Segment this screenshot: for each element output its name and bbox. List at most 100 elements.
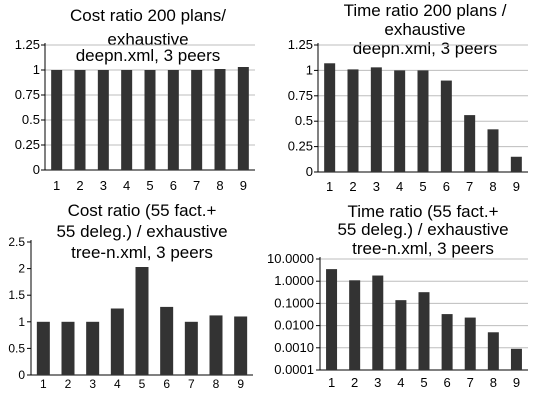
bar <box>144 70 156 170</box>
x-tick-label: 3 <box>373 179 380 194</box>
bar <box>487 129 499 172</box>
bar <box>326 269 338 370</box>
x-tick-label: 7 <box>466 179 473 194</box>
bar <box>395 300 407 370</box>
y-tick-label: 0.75 <box>288 88 313 103</box>
bar <box>464 317 476 370</box>
bar <box>418 292 430 370</box>
y-tick-label: 1 <box>306 62 313 77</box>
bar <box>510 348 522 370</box>
bar <box>214 69 226 170</box>
bar <box>440 80 452 172</box>
x-tick-label: 8 <box>490 375 497 390</box>
bar <box>394 70 406 172</box>
y-tick-label: 0.25 <box>15 137 40 152</box>
chart-3: Cost ratio (55 fact.+ 55 deleg.) / exhaus… <box>8 201 253 391</box>
x-tick-label: 7 <box>467 375 474 390</box>
x-tick-label: 7 <box>193 178 200 193</box>
x-tick-label: 1 <box>53 178 60 193</box>
x-tick-label: 1 <box>40 377 47 391</box>
x-tick-label: 8 <box>213 377 220 391</box>
x-tick-label: 3 <box>89 377 96 391</box>
bar <box>510 156 522 172</box>
chart-title-line: 55 deleg.) / exhaustive <box>56 222 227 241</box>
bar <box>209 315 223 375</box>
x-tick-label: 4 <box>396 179 403 194</box>
chart-4: Time ratio (55 fact.+55 deleg.) / exhaus… <box>267 202 528 390</box>
x-tick-label: 2 <box>76 178 83 193</box>
x-tick-label: 6 <box>170 178 177 193</box>
x-tick-label: 2 <box>351 375 358 390</box>
y-tick-label: 1 <box>33 62 40 77</box>
chart-title-line: tree-n.xml, 3 peers <box>352 239 494 258</box>
bar <box>36 321 50 375</box>
chart-title-line: exhaustive <box>384 20 465 39</box>
x-tick-label: 2 <box>65 377 72 391</box>
x-tick-label: 8 <box>489 179 496 194</box>
x-tick-label: 1 <box>326 179 333 194</box>
bar <box>167 70 179 170</box>
y-tick-label: 10.0000 <box>267 251 314 266</box>
chart-title-line: deepn.xml, 3 peers <box>76 46 221 65</box>
chart-title-line: tree-n.xml, 3 peers <box>71 243 213 262</box>
bar <box>237 67 249 170</box>
chart-title-line: Time ratio (55 fact.+ <box>347 202 498 221</box>
y-tick-label: 1.25 <box>15 37 40 52</box>
x-tick-label: 9 <box>513 375 520 390</box>
bar <box>372 275 384 370</box>
y-tick-label: 2.5 <box>8 235 25 249</box>
bar <box>121 70 133 170</box>
x-tick-label: 5 <box>146 178 153 193</box>
bar <box>417 70 429 172</box>
bar <box>110 308 124 375</box>
chart-title-line: Cost ratio 200 plans/ <box>70 6 226 25</box>
y-tick-label: 0.5 <box>295 113 313 128</box>
y-tick-label: 1.25 <box>288 37 313 52</box>
chart-title-line: Cost ratio (55 fact.+ <box>68 201 217 220</box>
x-tick-label: 4 <box>397 375 404 390</box>
y-tick-label: 0.0010 <box>274 340 314 355</box>
bar <box>464 115 476 172</box>
bar <box>234 316 248 375</box>
bar <box>51 70 63 170</box>
y-tick-label: 0 <box>33 162 40 177</box>
bar <box>324 63 336 173</box>
bar <box>184 321 198 375</box>
y-tick-label: 0.5 <box>22 112 40 127</box>
x-tick-label: 5 <box>139 377 146 391</box>
bar <box>97 70 109 170</box>
x-tick-label: 7 <box>188 377 195 391</box>
bar <box>74 70 86 170</box>
bar <box>487 332 499 370</box>
x-tick-label: 9 <box>240 178 247 193</box>
x-tick-label: 3 <box>374 375 381 390</box>
chart-title-line: exhaustive <box>107 30 188 49</box>
x-tick-label: 4 <box>114 377 121 391</box>
bar <box>61 321 75 375</box>
y-tick-label: 2 <box>18 262 25 276</box>
y-tick-label: 0 <box>306 164 313 179</box>
bar <box>191 70 203 170</box>
bar <box>160 306 174 375</box>
chart-title-line: deepn.xml, 3 peers <box>353 39 498 58</box>
bar <box>349 280 361 370</box>
x-tick-label: 9 <box>513 179 520 194</box>
x-tick-label: 5 <box>419 179 426 194</box>
chart-title-line: 55 deleg.) / exhaustive <box>337 220 508 239</box>
y-tick-label: 0.5 <box>8 341 25 355</box>
x-tick-label: 1 <box>328 375 335 390</box>
chart-title-line: Time ratio 200 plans / <box>344 1 507 20</box>
x-tick-label: 9 <box>237 377 244 391</box>
chart-2: Time ratio 200 plans /exhaustivedeepn.xm… <box>288 1 528 194</box>
bar <box>441 314 453 370</box>
y-tick-label: 0.1000 <box>274 295 314 310</box>
x-tick-label: 4 <box>123 178 130 193</box>
x-tick-label: 8 <box>216 178 223 193</box>
y-tick-label: 1.0000 <box>274 273 314 288</box>
y-tick-label: 0.75 <box>15 87 40 102</box>
bar <box>135 267 149 375</box>
y-tick-label: 1.5 <box>8 288 25 302</box>
x-tick-label: 6 <box>443 375 450 390</box>
y-tick-label: 0.0100 <box>274 318 314 333</box>
